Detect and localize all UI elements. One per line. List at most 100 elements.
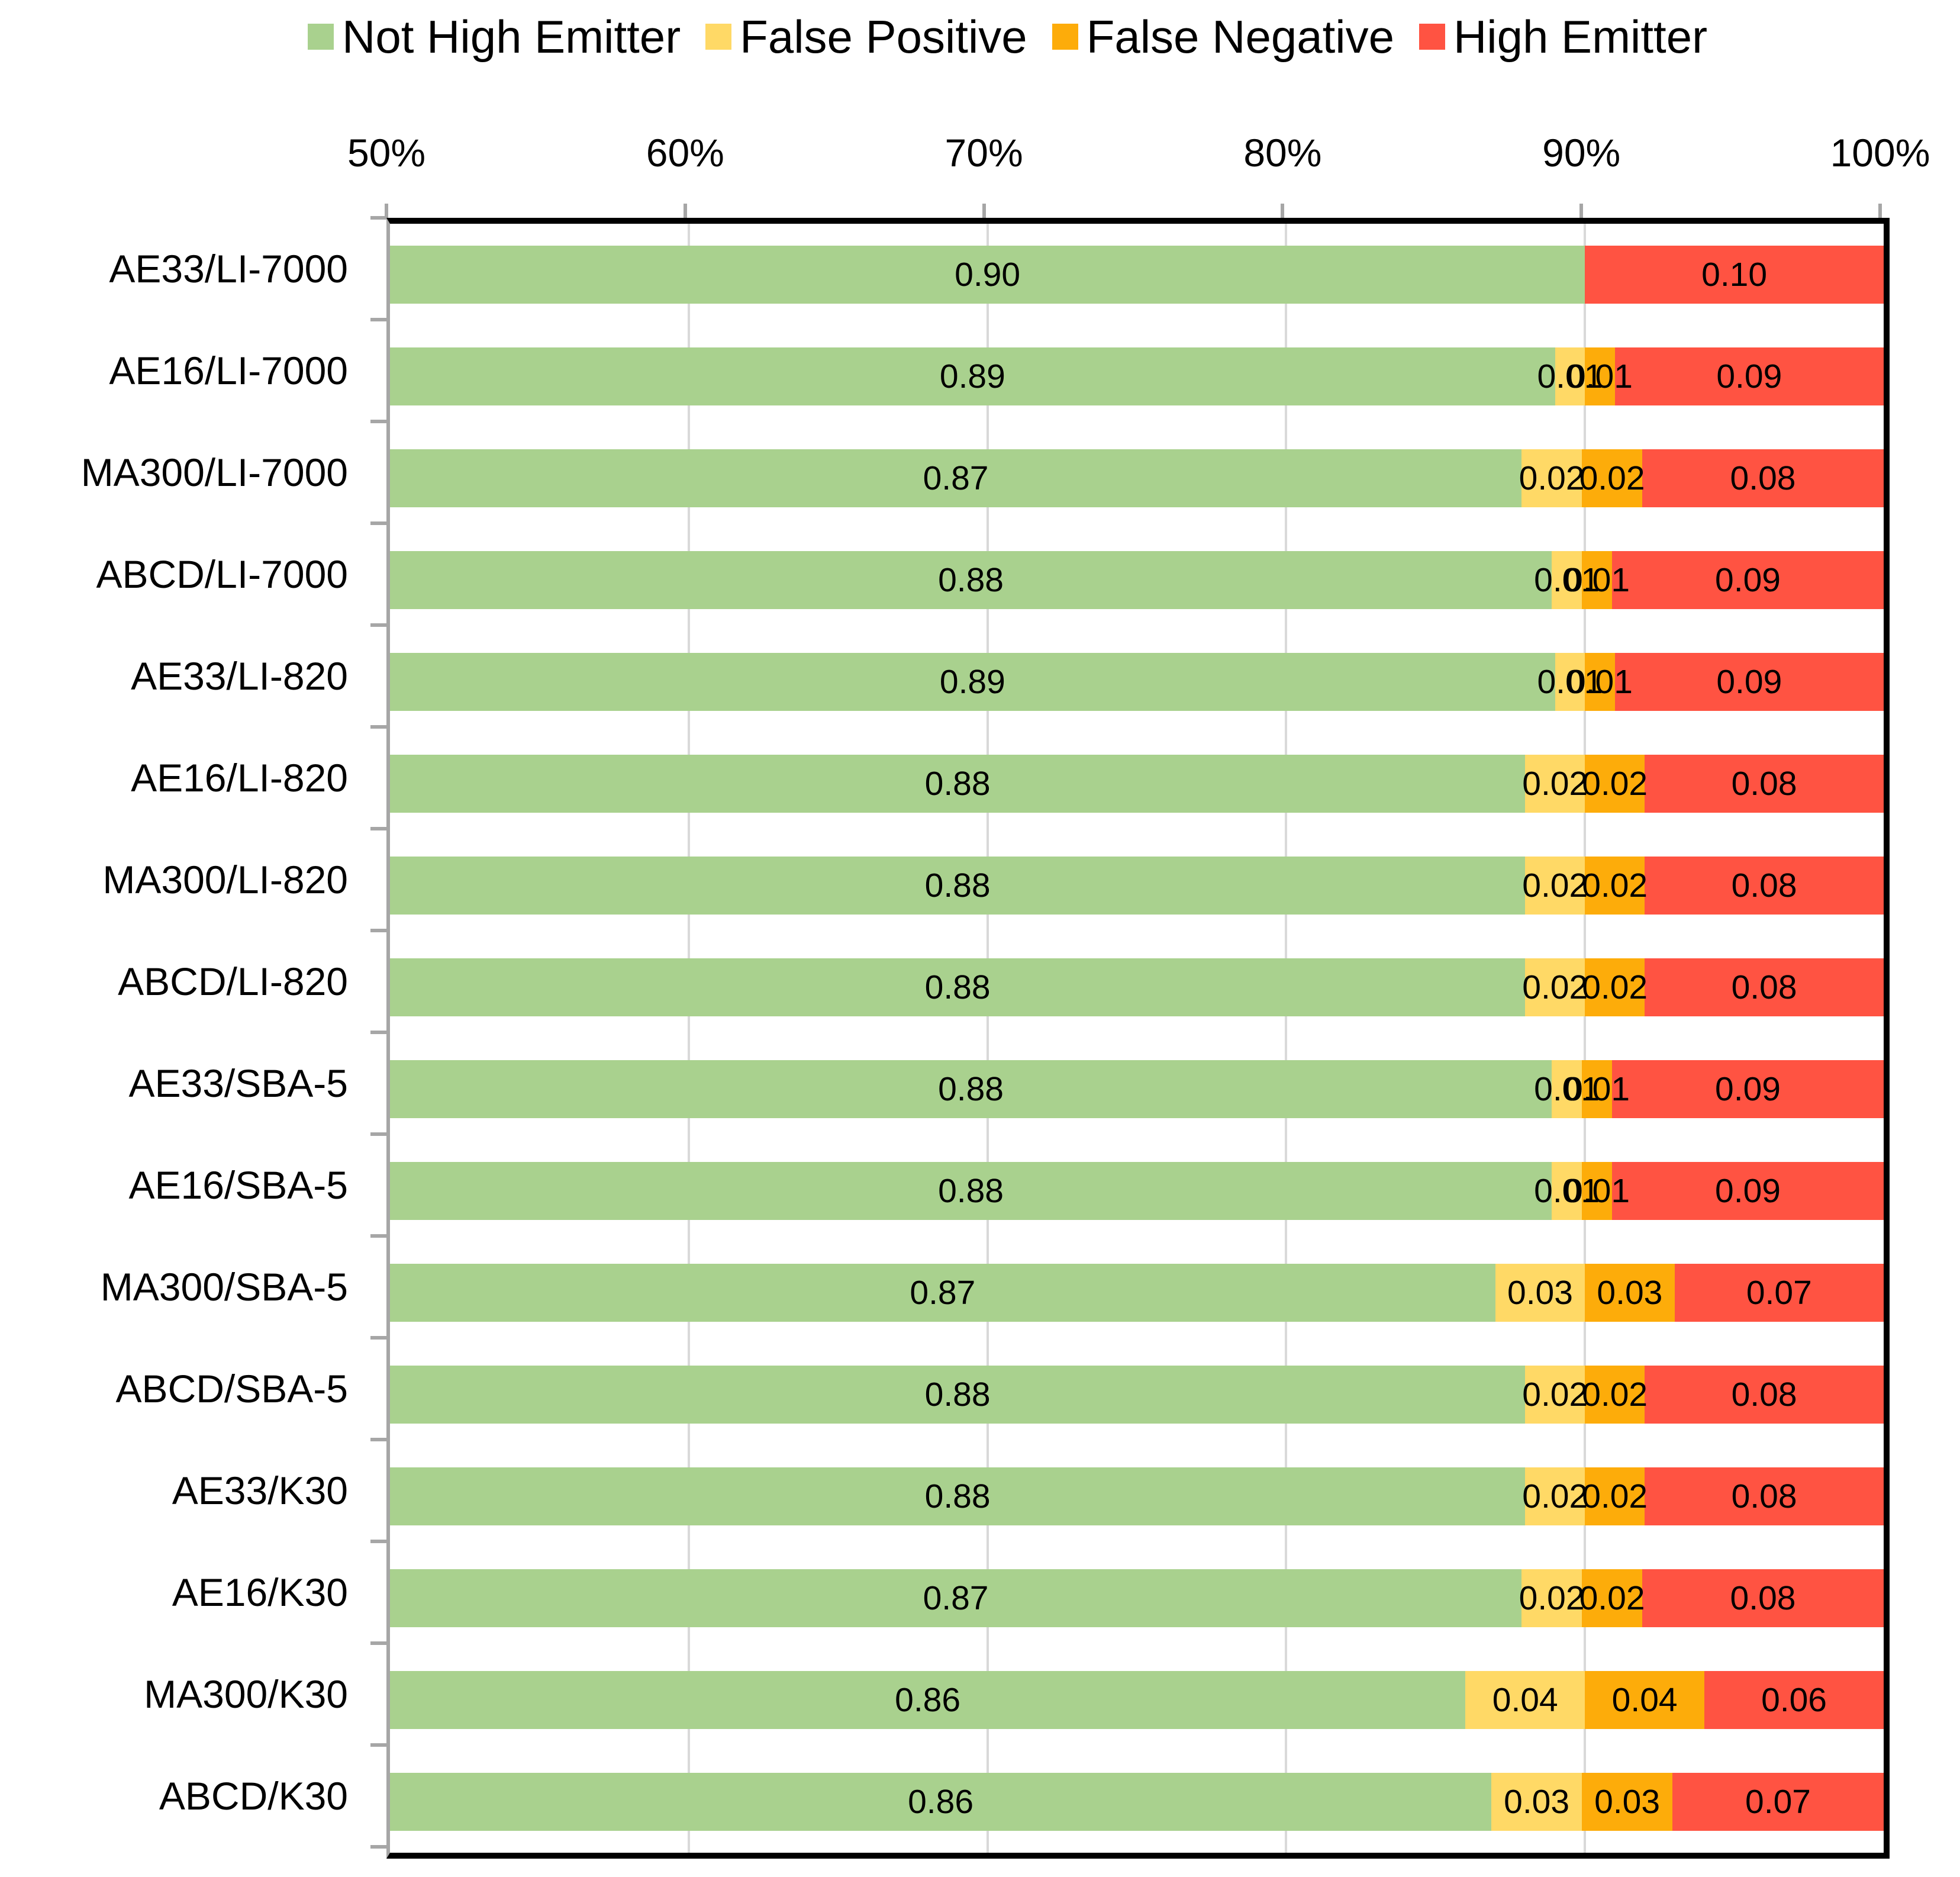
- category-label: ABCD/K30: [159, 1774, 348, 1818]
- bar-segment-value-label: 0.87: [923, 459, 989, 497]
- y-axis-tick-mark: [370, 216, 387, 220]
- category-label: AE16/LI-820: [131, 756, 348, 800]
- bar-segment-value-label: 0.09: [1715, 1070, 1781, 1108]
- bar-segment: [1585, 857, 1645, 915]
- bar-row: 0.87 0.02 0.02 0.08: [390, 1569, 1884, 1627]
- bar-segment-value-label: 0.89: [939, 663, 1005, 701]
- bar-segment-value-label: 0.02: [1522, 968, 1588, 1006]
- bar-segment-value-label: 0.01: [1534, 561, 1600, 599]
- bar-segment: [1614, 653, 1884, 711]
- category-label: AE16/SBA-5: [128, 1163, 348, 1207]
- bar-segment-value-label: 0.07: [1746, 1274, 1812, 1312]
- y-axis-tick-mark: [370, 1234, 387, 1238]
- bar-segment-value-label: 0.88: [924, 968, 991, 1006]
- bar-segment: [1555, 347, 1585, 405]
- bar-segment: [390, 551, 1552, 609]
- bar-segment-value-label: 0.08: [1731, 765, 1797, 803]
- legend-swatch-icon: [705, 24, 732, 50]
- bar-segment: [1704, 1671, 1884, 1729]
- bar-row: 0.88 0.02 0.02 0.08: [390, 857, 1884, 915]
- bar-segment: [390, 1162, 1552, 1220]
- bar-segment-value-label: 0.01: [1566, 358, 1633, 395]
- bar-segment-value-label: 0.88: [924, 1477, 991, 1515]
- bar-segment: [1585, 1467, 1645, 1525]
- x-axis-tick-mark: [1878, 204, 1882, 219]
- bar-segment-value-label: 0.09: [1716, 358, 1782, 395]
- bar-row: 0.88 0.01 0.01 0.09: [390, 1060, 1884, 1118]
- bar-segment-value-label: 0.02: [1522, 1376, 1588, 1414]
- bar-row: 0.88 0.02 0.02 0.08: [390, 1467, 1884, 1525]
- category-label: AE16/K30: [172, 1570, 348, 1614]
- bar-segment: [1552, 1162, 1582, 1220]
- bar-segment-value-label: 0.88: [924, 765, 991, 803]
- bar-segment: [1612, 551, 1884, 609]
- x-axis-tick-label: 50%: [347, 131, 426, 175]
- x-axis-tick-label: 90%: [1542, 131, 1621, 175]
- bar-row: 0.86 0.03 0.03 0.07: [390, 1773, 1884, 1831]
- bar-segment: [1525, 958, 1585, 1016]
- x-axis-tick-label: 80%: [1243, 131, 1322, 175]
- bar-segment: [1645, 958, 1884, 1016]
- bar-segment: [390, 857, 1526, 915]
- chart-legend: Not High Emitter False Positive False Nega…: [308, 8, 1707, 65]
- bar-segment: [1614, 347, 1884, 405]
- bar-segment-value-label: 0.04: [1492, 1681, 1558, 1719]
- x-axis-tick-mark: [1281, 204, 1285, 219]
- y-axis-tick-mark: [370, 318, 387, 321]
- bar-segment-value-label: 0.01: [1534, 1070, 1600, 1108]
- bar-segment: [1582, 1773, 1673, 1831]
- bar-segment-value-label: 0.02: [1522, 867, 1588, 904]
- bar-segment: [1552, 1060, 1582, 1118]
- bar-row: 0.88 0.02 0.02 0.08: [390, 1366, 1884, 1424]
- bar-segment: [1585, 653, 1615, 711]
- bar-segment-value-label: 0.87: [910, 1274, 976, 1312]
- bar-segment-value-label: 0.90: [955, 256, 1021, 294]
- category-label: AE33/LI-7000: [109, 247, 348, 291]
- bar-segment-value-label: 0.02: [1522, 1477, 1588, 1515]
- bar-row: 0.86 0.04 0.04 0.06: [390, 1671, 1884, 1729]
- bar-segment-value-label: 0.09: [1715, 561, 1781, 599]
- bar-segment-value-label: 0.03: [1597, 1274, 1663, 1312]
- bar-segment-value-label: 0.08: [1731, 968, 1797, 1006]
- bar-segment: [390, 1366, 1526, 1424]
- bar-segment: [1672, 1773, 1884, 1831]
- category-label: AE33/LI-820: [131, 654, 348, 698]
- y-axis-tick-mark: [370, 827, 387, 830]
- bar-segment-value-label: 0.02: [1582, 867, 1648, 904]
- bar-segment: [1645, 1467, 1884, 1525]
- x-axis-tick-label: 60%: [646, 131, 724, 175]
- bar-segment: [1521, 449, 1582, 507]
- bar-segment: [1612, 1162, 1884, 1220]
- bar-segment: [1525, 1366, 1585, 1424]
- bar-segment-value-label: 0.02: [1579, 1579, 1645, 1617]
- category-label: MA300/K30: [144, 1672, 348, 1716]
- bar-row: 0.87 0.02 0.02 0.08: [390, 449, 1884, 507]
- legend-swatch-icon: [1419, 24, 1445, 50]
- bar-segment-value-label: 0.86: [895, 1681, 961, 1719]
- bar-row: 0.89 0.01 0.01 0.09: [390, 653, 1884, 711]
- x-axis-tick-label: 70%: [944, 131, 1023, 175]
- bar-segment: [1585, 1671, 1705, 1729]
- y-axis-tick-mark: [370, 1641, 387, 1645]
- bar-segment: [1585, 755, 1645, 813]
- category-label: AE16/LI-7000: [109, 349, 348, 392]
- bar-segment-value-label: 0.08: [1731, 1477, 1797, 1515]
- legend-label: False Positive: [740, 11, 1027, 63]
- category-label: MA300/SBA-5: [100, 1265, 348, 1309]
- y-axis-tick-mark: [370, 1336, 387, 1340]
- category-label: ABCD/SBA-5: [115, 1367, 348, 1411]
- y-axis-tick-mark: [370, 623, 387, 627]
- legend-swatch-icon: [308, 24, 334, 50]
- bar-segment-value-label: 0.88: [938, 561, 1004, 599]
- bar-segment-value-label: 0.01: [1534, 1172, 1600, 1210]
- bar-segment-value-label: 0.02: [1522, 765, 1588, 803]
- y-axis-tick-mark: [370, 1743, 387, 1747]
- bar-row: 0.88 0.02 0.02 0.08: [390, 958, 1884, 1016]
- bar-segment: [1582, 551, 1613, 609]
- bar-segment-value-label: 0.08: [1731, 1376, 1797, 1414]
- bar-segment-value-label: 0.09: [1716, 663, 1782, 701]
- plot-area: 0.90 0.10 0.89 0.01 0.01 0.09 0.87 0.02 0.02 0.08…: [386, 218, 1890, 1859]
- y-axis-tick-mark: [370, 1540, 387, 1543]
- bar-segment-value-label: 0.08: [1730, 1579, 1796, 1617]
